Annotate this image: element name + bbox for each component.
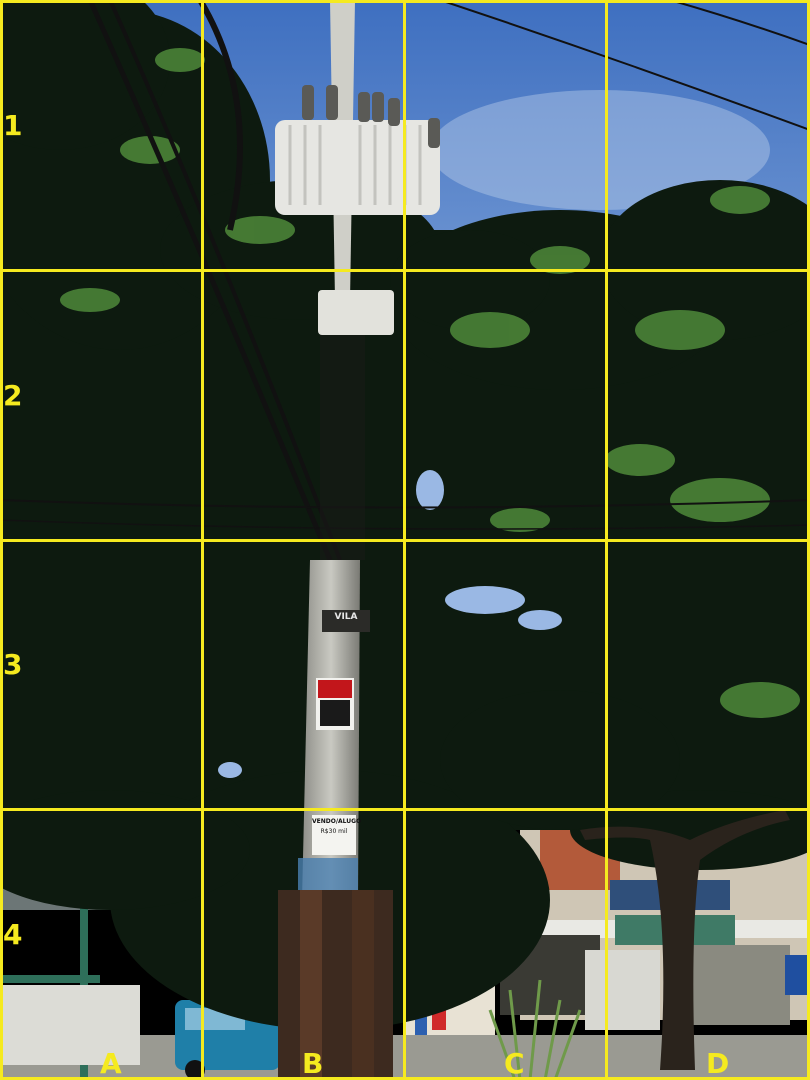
power-lines — [87, 0, 810, 561]
sunlit-leaves — [60, 48, 800, 718]
poster-heading: VENDO/ALUGO — [312, 818, 362, 825]
sky-gaps — [218, 470, 562, 778]
tree-trunk — [580, 810, 790, 1070]
white-poster-bg — [312, 815, 356, 855]
transformer — [275, 85, 440, 335]
pole-tag: VILA — [334, 612, 358, 622]
poster-price: R$30 mil — [320, 828, 348, 835]
grass — [488, 979, 582, 1080]
red-poster — [316, 678, 354, 730]
metal-box — [278, 890, 393, 1080]
